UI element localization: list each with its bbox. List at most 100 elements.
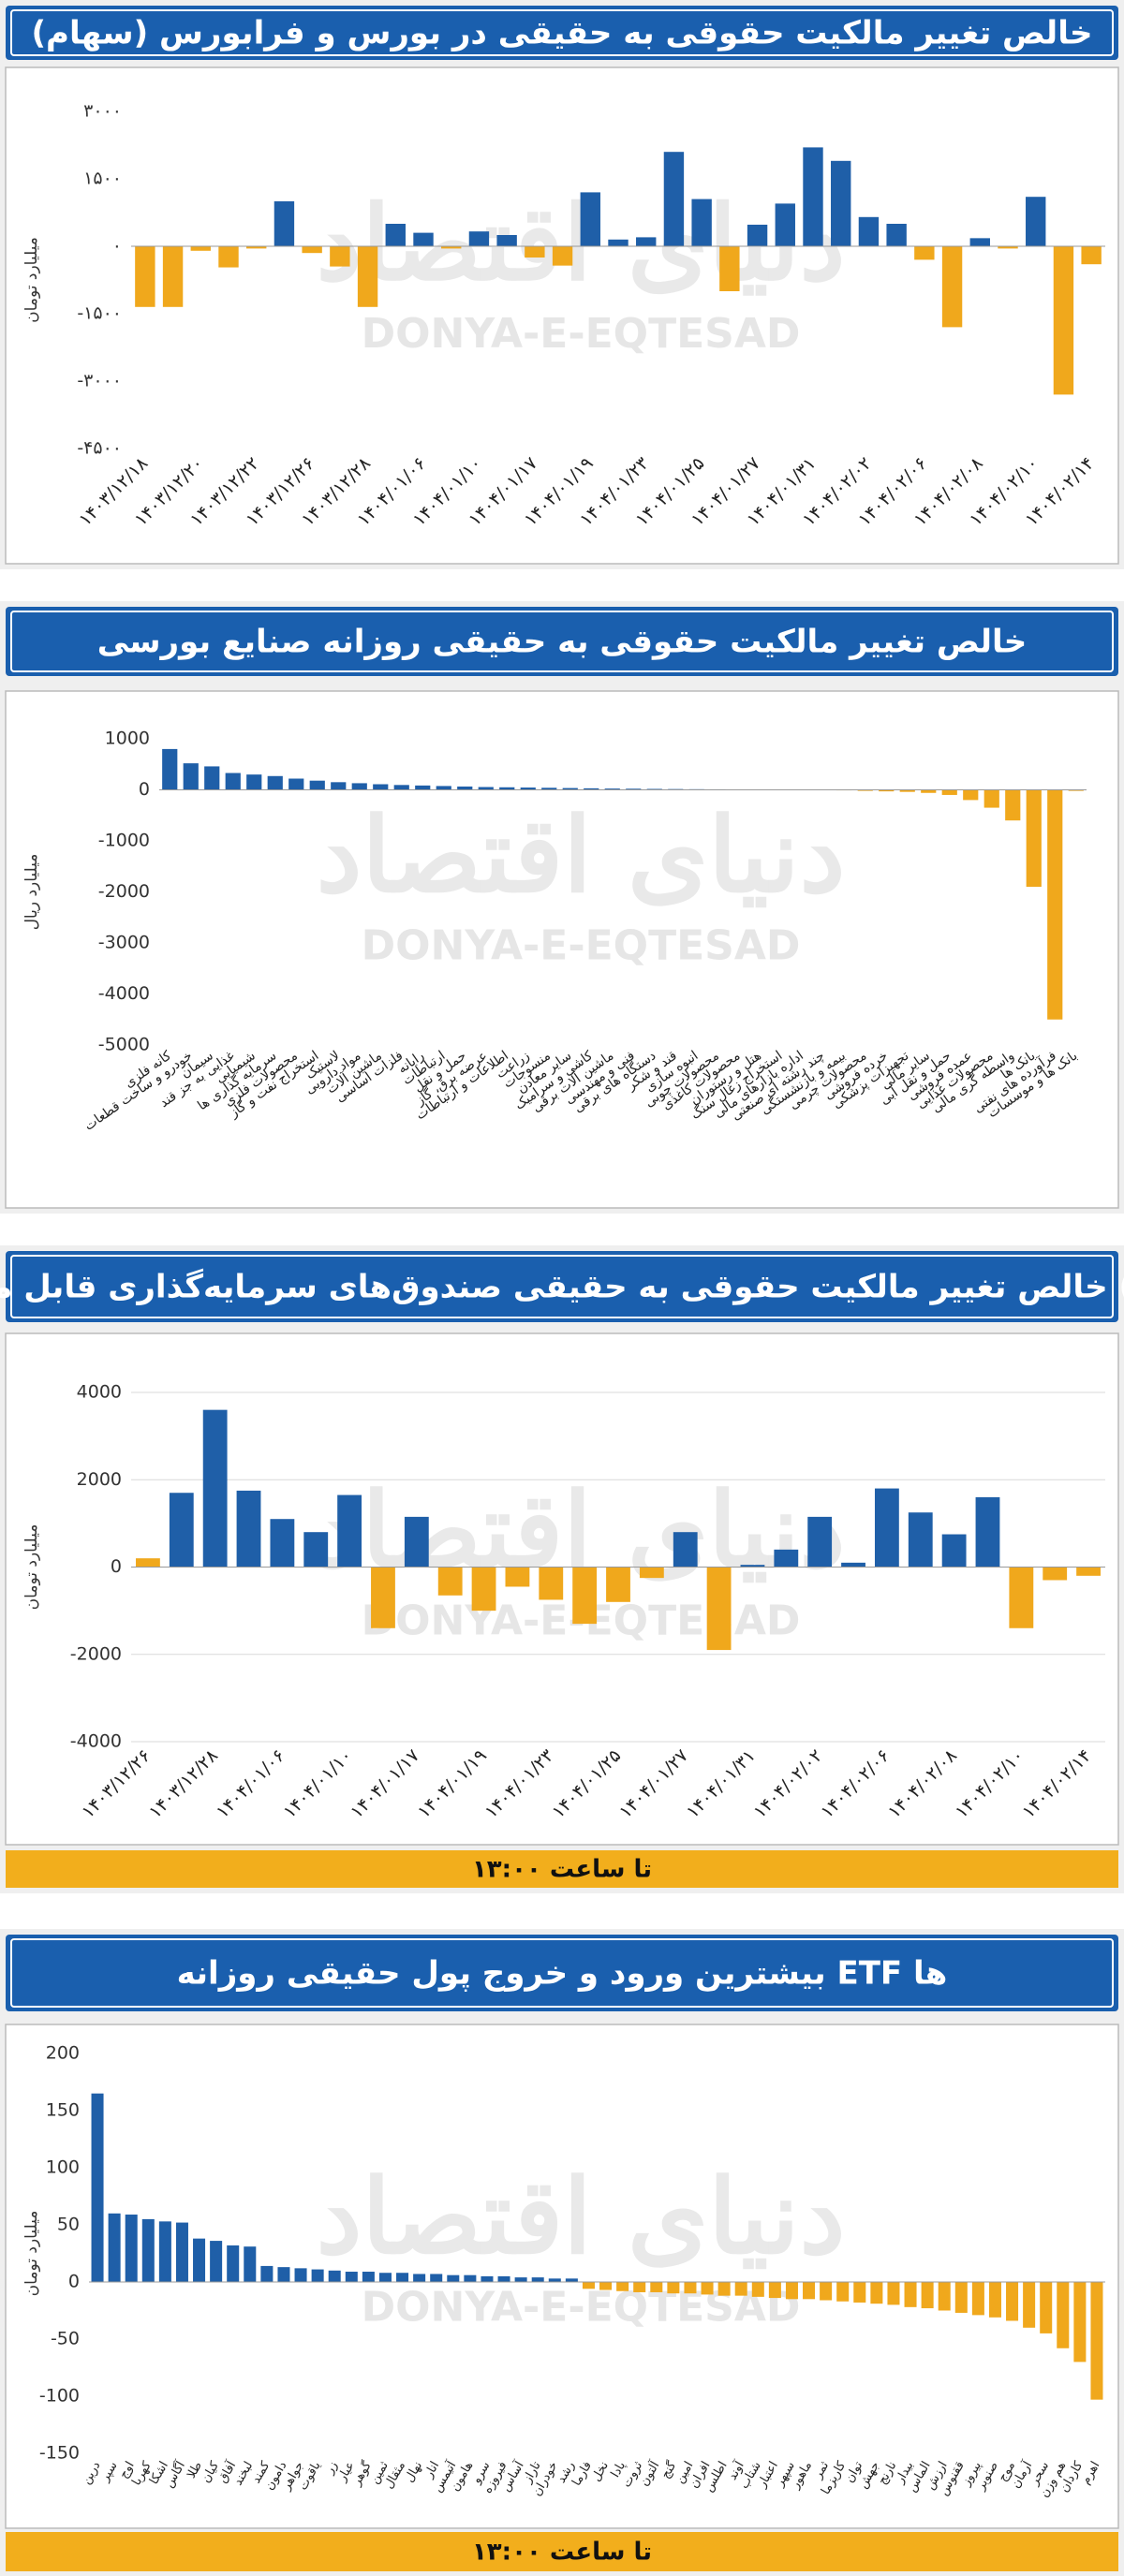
bar xyxy=(371,1567,395,1628)
bar xyxy=(270,1519,295,1568)
chart-title: خالص تغییر مالکیت حقوقی به حقیقی صندوق‌ه… xyxy=(0,1269,1124,1306)
bar xyxy=(311,2269,324,2282)
bar xyxy=(1068,789,1084,791)
bar xyxy=(108,2213,121,2282)
bar xyxy=(616,2282,629,2291)
title-bar xyxy=(6,6,1118,60)
bar xyxy=(302,246,322,254)
footnote-bar xyxy=(6,2532,1118,2571)
y-tick-label: -150 xyxy=(39,2443,80,2464)
bar xyxy=(541,788,557,790)
y-tick-label: ۰ xyxy=(112,236,122,257)
bar xyxy=(747,224,768,246)
bar xyxy=(1005,789,1021,821)
bar xyxy=(288,778,304,790)
watermark-text: DONYA-E-EQTESAD xyxy=(362,2284,801,2332)
bar xyxy=(921,789,937,793)
y-tick-label: -۱۵۰۰ xyxy=(77,303,122,324)
bar xyxy=(639,1567,664,1579)
bar xyxy=(169,1493,194,1568)
title-inner xyxy=(10,1938,1114,2008)
watermark-text: DONYA-E-EQTESAD xyxy=(362,922,801,970)
bar xyxy=(954,2282,968,2313)
bar xyxy=(836,2282,850,2302)
y-tick-label: -1000 xyxy=(98,831,150,851)
bar xyxy=(413,2274,426,2282)
bar xyxy=(701,2282,714,2295)
bar xyxy=(1053,246,1074,395)
bar xyxy=(481,2275,494,2282)
bar xyxy=(274,201,295,246)
bar xyxy=(396,2273,409,2282)
bar xyxy=(841,1562,865,1568)
bar xyxy=(373,784,389,790)
bar xyxy=(227,2245,240,2282)
bar xyxy=(91,2093,104,2282)
bar xyxy=(706,1567,732,1651)
bar xyxy=(673,1532,698,1568)
bar xyxy=(1047,789,1063,1020)
bar xyxy=(351,783,367,790)
bar xyxy=(468,231,490,246)
bar xyxy=(552,246,573,266)
bar xyxy=(984,789,999,808)
bar xyxy=(190,246,211,251)
bar xyxy=(904,2282,917,2307)
bar xyxy=(246,246,267,249)
bar xyxy=(886,224,907,246)
bar xyxy=(857,789,873,791)
chart-box xyxy=(5,2024,1119,2529)
bar xyxy=(650,2282,663,2292)
bar xyxy=(626,788,642,790)
bar xyxy=(1057,2282,1070,2348)
bar xyxy=(464,2274,477,2282)
bar xyxy=(430,2274,443,2282)
watermark-logo: دنیای اقتصاد xyxy=(317,794,846,915)
bar xyxy=(584,788,599,790)
chart-title: خالص تغییر مالکیت حقوقی به حقیقی روزانه … xyxy=(97,624,1028,661)
bar xyxy=(691,199,712,246)
bar xyxy=(244,2246,257,2282)
bar xyxy=(136,1558,160,1568)
footnote-bar xyxy=(6,1850,1118,1888)
bar xyxy=(385,224,406,246)
bar xyxy=(751,2282,764,2297)
bar xyxy=(357,246,378,307)
bar xyxy=(303,1532,329,1568)
bar xyxy=(294,2268,307,2282)
bar xyxy=(717,2282,731,2296)
bar xyxy=(1006,2282,1019,2321)
bar xyxy=(740,1565,765,1568)
bar xyxy=(969,238,990,246)
bar xyxy=(874,1488,899,1568)
y-tick-label: -2000 xyxy=(98,881,150,902)
bar xyxy=(1023,2282,1036,2328)
title-bar xyxy=(6,1935,1118,2011)
bar xyxy=(562,788,578,790)
chart-title: خالص تغییر مالکیت حقوقی به حقیقی در بورس… xyxy=(32,15,1093,52)
bar xyxy=(998,246,1018,249)
bar xyxy=(785,2282,798,2300)
bar xyxy=(277,2267,290,2282)
bar xyxy=(447,2274,460,2282)
y-tick-label: -4000 xyxy=(98,983,150,1004)
bar xyxy=(1009,1567,1034,1628)
bar xyxy=(204,766,220,790)
bar xyxy=(684,2282,697,2294)
y-tick-label: ۱۵۰۰ xyxy=(83,169,122,189)
y-tick-label: -2000 xyxy=(70,1643,122,1664)
bar xyxy=(565,2278,578,2282)
bar xyxy=(457,786,473,790)
y-axis-label: میلیارد تومان xyxy=(22,2211,41,2297)
bar xyxy=(141,2218,155,2282)
bar xyxy=(441,246,462,249)
bar xyxy=(975,1496,1000,1568)
bar xyxy=(899,789,915,792)
footnote: تا ساعت ۱۳:۰۰ xyxy=(472,2539,652,2567)
bar xyxy=(941,1534,967,1568)
title-inner xyxy=(10,611,1114,672)
bar xyxy=(471,1567,496,1612)
bar xyxy=(404,1516,429,1568)
bar xyxy=(858,216,880,246)
